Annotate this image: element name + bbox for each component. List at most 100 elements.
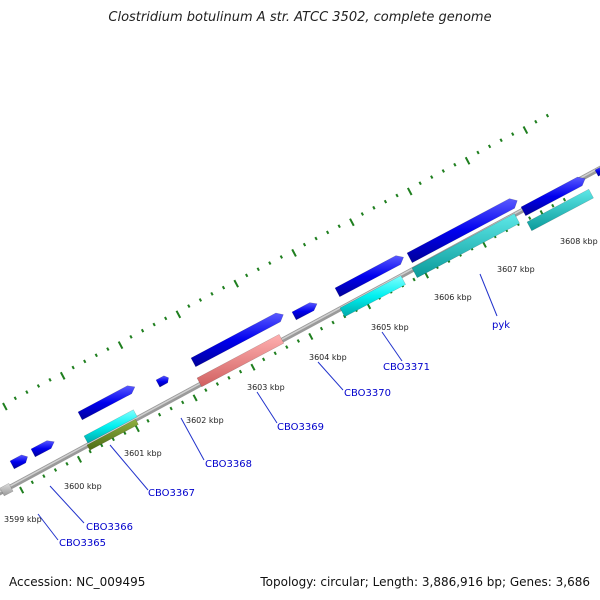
outer-tick xyxy=(59,371,66,380)
map-title: Clostridium botulinum A str. ATCC 3502, … xyxy=(108,10,492,25)
feature-track xyxy=(0,167,600,497)
outer-tick xyxy=(152,322,156,327)
outer-tick xyxy=(499,138,503,143)
label-connector xyxy=(479,273,498,317)
outer-tick xyxy=(83,359,87,364)
outer-tick xyxy=(164,316,168,321)
genome-summary: Topology: circular; Length: 3,886,916 bp… xyxy=(260,575,590,589)
gene-label: CBO3366 xyxy=(86,522,133,533)
inner-tick xyxy=(250,363,256,371)
inner-tick xyxy=(192,394,198,402)
inner-tick xyxy=(146,418,150,423)
inner-tick xyxy=(53,468,58,472)
label-connector xyxy=(381,331,403,362)
outer-tick xyxy=(2,402,8,411)
inner-tick xyxy=(76,455,83,463)
kbp-label: 3603 kbp xyxy=(247,383,285,392)
outer-tick xyxy=(129,334,133,339)
outer-tick xyxy=(302,242,307,247)
inner-tick xyxy=(412,277,416,282)
outer-tick xyxy=(326,230,330,235)
forward-cds xyxy=(155,375,169,388)
inner-tick xyxy=(551,203,555,208)
label-connector xyxy=(256,391,278,424)
inner-tick xyxy=(562,197,567,202)
forward-cds xyxy=(9,454,28,470)
reverse-cds xyxy=(83,409,138,444)
label-connectors xyxy=(37,273,498,541)
inner-tick xyxy=(204,388,208,392)
outer-tick-track xyxy=(2,113,550,411)
outer-tick xyxy=(430,175,434,179)
outer-tick xyxy=(522,126,529,135)
outer-tick xyxy=(545,113,550,118)
outer-tick xyxy=(268,261,272,265)
gene-label: CBO3370 xyxy=(344,388,391,399)
inner-tick xyxy=(238,369,243,374)
outer-tick xyxy=(187,304,191,308)
inner-tick xyxy=(100,443,104,448)
inner-tick xyxy=(215,382,220,386)
forward-cds xyxy=(520,176,586,217)
reverse-cds xyxy=(411,213,520,279)
inner-tick xyxy=(30,480,34,485)
label-connector xyxy=(317,361,344,391)
outer-tick xyxy=(117,341,124,350)
inner-tick xyxy=(227,375,231,380)
forward-cds xyxy=(334,255,404,298)
outer-tick xyxy=(349,218,355,227)
outer-tick xyxy=(221,285,226,290)
label-connector xyxy=(49,485,85,524)
inner-tick xyxy=(308,332,314,341)
inner-tick xyxy=(65,461,69,466)
outer-tick xyxy=(13,396,17,401)
accession-text: Accession: NC_009495 xyxy=(9,575,146,589)
label-connector xyxy=(180,417,205,461)
outer-tick xyxy=(534,119,538,124)
outer-tick xyxy=(511,132,515,136)
outer-tick xyxy=(279,255,283,259)
outer-tick xyxy=(453,162,457,167)
outer-tick xyxy=(395,193,399,198)
forward-cds xyxy=(190,312,284,368)
outer-tick xyxy=(140,328,145,333)
outer-tick xyxy=(245,273,249,278)
outer-tick xyxy=(25,390,29,395)
outer-tick xyxy=(487,144,492,149)
outer-tick xyxy=(36,384,41,388)
gray-feature xyxy=(0,482,14,497)
kbp-label: 3602 kbp xyxy=(186,416,224,425)
label-connector xyxy=(109,444,149,491)
inner-tick xyxy=(296,339,300,343)
outer-tick xyxy=(314,236,318,241)
inner-tick xyxy=(88,449,92,454)
forward-cds xyxy=(291,302,318,321)
kbp-label: 3606 kbp xyxy=(434,293,472,302)
outer-tick xyxy=(337,224,341,229)
outer-tick xyxy=(360,212,364,216)
inner-tick xyxy=(273,351,277,356)
inner-tick xyxy=(528,216,532,220)
inner-tick xyxy=(169,406,173,411)
label-connector xyxy=(37,513,59,541)
outer-tick xyxy=(372,205,376,210)
kbp-scale: 3599 kbp 3600 kbp 3601 kbp 3602 kbp 3603 kbp… xyxy=(4,237,598,524)
outer-tick xyxy=(198,298,203,302)
gene-label: pyk xyxy=(492,320,510,331)
kbp-label: 3608 kbp xyxy=(560,237,598,246)
forward-cds xyxy=(77,385,136,421)
outer-tick xyxy=(476,150,480,155)
inner-tick xyxy=(331,320,335,325)
inner-tick xyxy=(181,400,185,405)
inner-tick xyxy=(134,425,140,433)
forward-cds xyxy=(406,198,518,264)
reverse-cds xyxy=(339,275,406,318)
kbp-label: 3599 kbp xyxy=(4,515,42,524)
outer-tick xyxy=(94,353,98,358)
inner-tick xyxy=(123,431,127,435)
inner-tick xyxy=(157,412,162,417)
inner-tick xyxy=(319,326,324,331)
forward-cds xyxy=(594,167,600,177)
outer-tick xyxy=(71,365,75,370)
outer-tick xyxy=(256,267,260,272)
